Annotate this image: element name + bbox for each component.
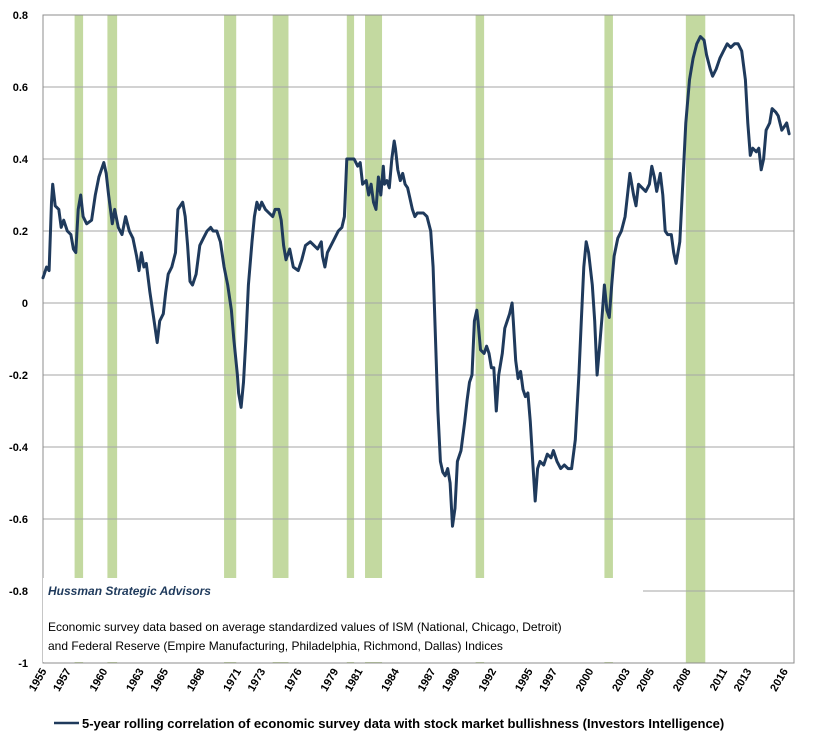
notes-background [43, 578, 643, 662]
recession-band-3 [224, 15, 237, 663]
x-tick-label: 2016 [768, 667, 791, 694]
x-axis-ticks: 1955 1957 1960 1963 1965 1968 1971 1973 1976 1979… [27, 666, 791, 694]
x-tick-label: 1971 [221, 667, 244, 694]
recession-band-2 [107, 15, 118, 663]
y-tick-label: 0 [22, 298, 28, 310]
recession-band-9 [685, 15, 706, 663]
recession-band-1 [74, 15, 84, 663]
recession-band-6 [365, 15, 383, 663]
x-tick-label: 1963 [124, 667, 147, 694]
x-tick-label: 1968 [185, 667, 208, 694]
y-tick-label: 0.8 [13, 10, 28, 22]
x-tick-label: 1957 [51, 667, 74, 694]
legend: 5-year rolling correlation of economic s… [54, 716, 724, 731]
y-tick-label: -1 [18, 658, 28, 670]
series-layer [41, 35, 791, 528]
y-tick-label: -0.8 [9, 586, 28, 598]
recession-band-5 [346, 15, 355, 663]
recession-band-8 [604, 15, 613, 663]
brand-label: Hussman Strategic Advisors [48, 584, 211, 598]
recession-band-4 [272, 15, 289, 663]
x-tick-label: 2003 [610, 667, 633, 694]
y-tick-label: 0.2 [13, 226, 28, 238]
plot-frame [42, 14, 795, 664]
x-tick-label: 2013 [732, 667, 755, 694]
x-tick-label: 1955 [27, 667, 50, 694]
x-tick-label: 1984 [379, 666, 402, 694]
recession-bands [74, 15, 706, 663]
x-tick-label: 1976 [282, 667, 305, 694]
x-tick-label: 2005 [635, 667, 658, 694]
y-axis-ticks: 0.8 0.6 0.4 0.2 0 -0.2 -0.4 -0.6 -0.8 -1 [9, 10, 29, 670]
y-tick-label: 0.6 [13, 82, 28, 94]
x-tick-label: 2008 [671, 667, 694, 694]
x-tick-label: 1981 [343, 667, 366, 694]
y-tick-label: -0.4 [9, 442, 29, 454]
x-tick-label: 1960 [88, 667, 111, 694]
x-tick-label: 2000 [574, 667, 597, 694]
x-tick-label: 1987 [416, 667, 439, 694]
legend-label: 5-year rolling correlation of economic s… [82, 716, 724, 731]
x-tick-label: 1989 [440, 667, 463, 694]
y-tick-label: 0.4 [13, 154, 29, 166]
x-tick-label: 1995 [513, 667, 536, 694]
notes-box: Hussman Strategic Advisors Economic surv… [43, 578, 643, 662]
y-tick-label: -0.6 [9, 514, 28, 526]
x-tick-label: 1973 [246, 667, 269, 694]
x-tick-label: 1979 [319, 667, 342, 694]
x-tick-label: 1965 [148, 667, 171, 694]
x-tick-label: 1992 [477, 667, 500, 694]
note-line-1: Economic survey data based on average st… [48, 620, 562, 634]
x-tick-label: 2011 [708, 667, 730, 694]
note-line-2: and Federal Reserve (Empire Manufacturin… [48, 639, 503, 653]
y-tick-label: -0.2 [9, 370, 28, 382]
x-tick-label: 1997 [537, 667, 560, 694]
series-line-1 [41, 35, 791, 528]
